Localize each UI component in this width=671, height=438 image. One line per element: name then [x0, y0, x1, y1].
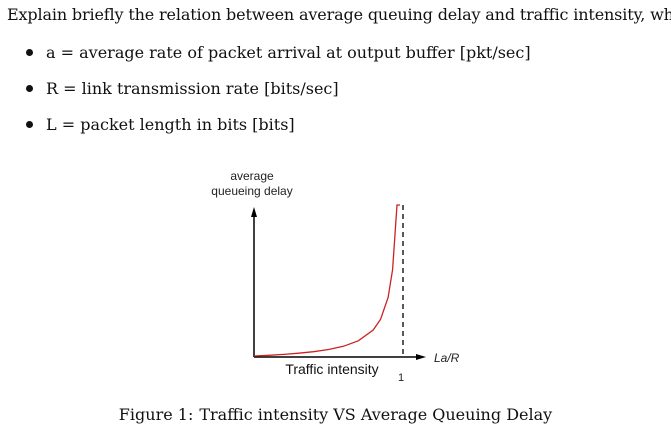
definition-item: a = average rate of packet arrival at ou…: [26, 42, 531, 78]
definition-item: R = link transmission rate [bits/sec]: [26, 78, 531, 114]
figure-caption: Figure 1: Traffic intensity VS Average Qu…: [0, 405, 671, 424]
queuing-delay-curve: [253, 204, 400, 357]
definition-text: R = link transmission rate [bits/sec]: [46, 79, 339, 98]
bullet-dot-icon: [26, 49, 33, 56]
x-axis-end-label: La/R: [434, 351, 460, 365]
definition-text: a = average rate of packet arrival at ou…: [46, 43, 531, 62]
question-intro: Explain briefly the relation between ave…: [7, 5, 671, 24]
figure-label: Figure 1:: [118, 405, 194, 424]
y-axis-label-line2: queueing delay: [211, 184, 292, 198]
definition-list: a = average rate of packet arrival at ou…: [26, 42, 531, 150]
definition-item: L = packet length in bits [bits]: [26, 114, 531, 150]
y-axis-arrow-icon: [251, 207, 257, 217]
x-axis-label: Traffic intensity: [285, 361, 378, 377]
y-axis-label-line1: average: [230, 169, 274, 183]
bullet-dot-icon: [26, 121, 33, 128]
x-axis-arrow-icon: [416, 354, 426, 360]
bullet-dot-icon: [26, 85, 33, 92]
definition-text: L = packet length in bits [bits]: [46, 115, 295, 134]
queuing-delay-chart: average queueing delay La/R Traffic inte…: [211, 169, 460, 384]
x-tick-label: 1: [398, 372, 404, 384]
figure-caption-text: Traffic intensity VS Average Queuing Del…: [199, 405, 553, 424]
